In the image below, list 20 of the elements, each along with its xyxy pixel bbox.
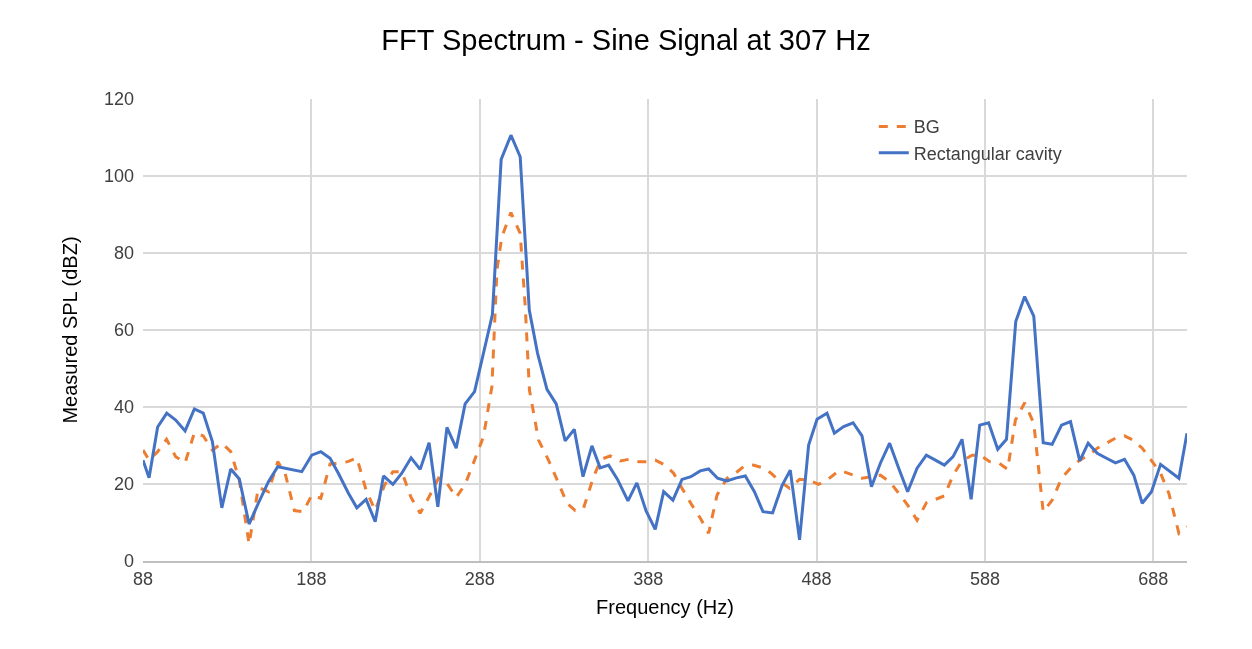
x-tick-label: 88 — [132, 568, 154, 589]
chart-title: FFT Spectrum - Sine Signal at 307 Hz — [381, 23, 871, 56]
y-tick-label: 120 — [103, 89, 134, 110]
y-tick-label: 20 — [113, 474, 134, 495]
legend-label: BG — [913, 117, 940, 138]
x-tick-label: 588 — [969, 568, 1000, 589]
legend-label: Rectangular cavity — [913, 143, 1062, 164]
x-tick-label: 188 — [296, 568, 327, 589]
x-tick-label: 688 — [1138, 568, 1169, 589]
y-tick-label: 0 — [123, 551, 134, 572]
x-axis-title: Frequency (Hz) — [596, 595, 734, 618]
y-tick-label: 60 — [113, 320, 134, 341]
y-axis-title: Measured SPL (dBZ) — [59, 236, 82, 424]
line-series — [143, 133, 1187, 542]
x-tick-label: 288 — [464, 568, 495, 589]
y-tick-label: 100 — [103, 166, 134, 187]
x-tick-label: 388 — [633, 568, 664, 589]
y-tick-label: 80 — [113, 243, 134, 264]
y-tick-label: 40 — [113, 397, 134, 418]
x-tick-label: 488 — [801, 568, 832, 589]
